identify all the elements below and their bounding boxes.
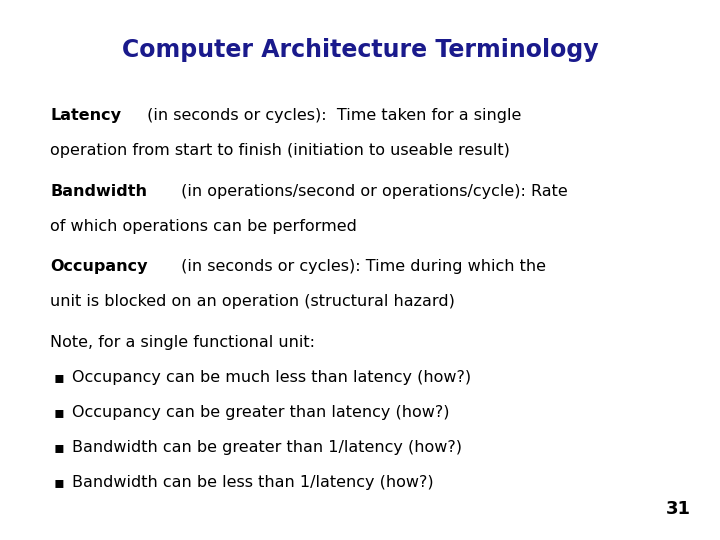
Text: Note, for a single functional unit:: Note, for a single functional unit: <box>50 335 315 350</box>
Text: Bandwidth can be greater than 1/latency (how?): Bandwidth can be greater than 1/latency … <box>72 440 462 455</box>
Text: of which operations can be performed: of which operations can be performed <box>50 219 357 234</box>
Text: ▪: ▪ <box>54 370 65 385</box>
Text: Occupancy can be greater than latency (how?): Occupancy can be greater than latency (h… <box>72 405 449 420</box>
Text: unit is blocked on an operation (structural hazard): unit is blocked on an operation (structu… <box>50 294 455 309</box>
Text: Occupancy: Occupancy <box>50 259 148 274</box>
Text: Latency: Latency <box>50 108 122 123</box>
Text: (in seconds or cycles): Time during which the: (in seconds or cycles): Time during whic… <box>176 259 546 274</box>
Text: ▪: ▪ <box>54 405 65 420</box>
Text: Occupancy can be much less than latency (how?): Occupancy can be much less than latency … <box>72 370 471 385</box>
Text: (in seconds or cycles):  Time taken for a single: (in seconds or cycles): Time taken for a… <box>142 108 521 123</box>
Text: 31: 31 <box>666 501 691 518</box>
Text: Bandwidth can be less than 1/latency (how?): Bandwidth can be less than 1/latency (ho… <box>72 475 433 490</box>
Text: Computer Architecture Terminology: Computer Architecture Terminology <box>122 38 598 62</box>
Text: (in operations/second or operations/cycle): Rate: (in operations/second or operations/cycl… <box>176 184 567 199</box>
Text: ▪: ▪ <box>54 475 65 490</box>
Text: ▪: ▪ <box>54 440 65 455</box>
Text: operation from start to finish (initiation to useable result): operation from start to finish (initiati… <box>50 143 510 158</box>
Text: Bandwidth: Bandwidth <box>50 184 148 199</box>
